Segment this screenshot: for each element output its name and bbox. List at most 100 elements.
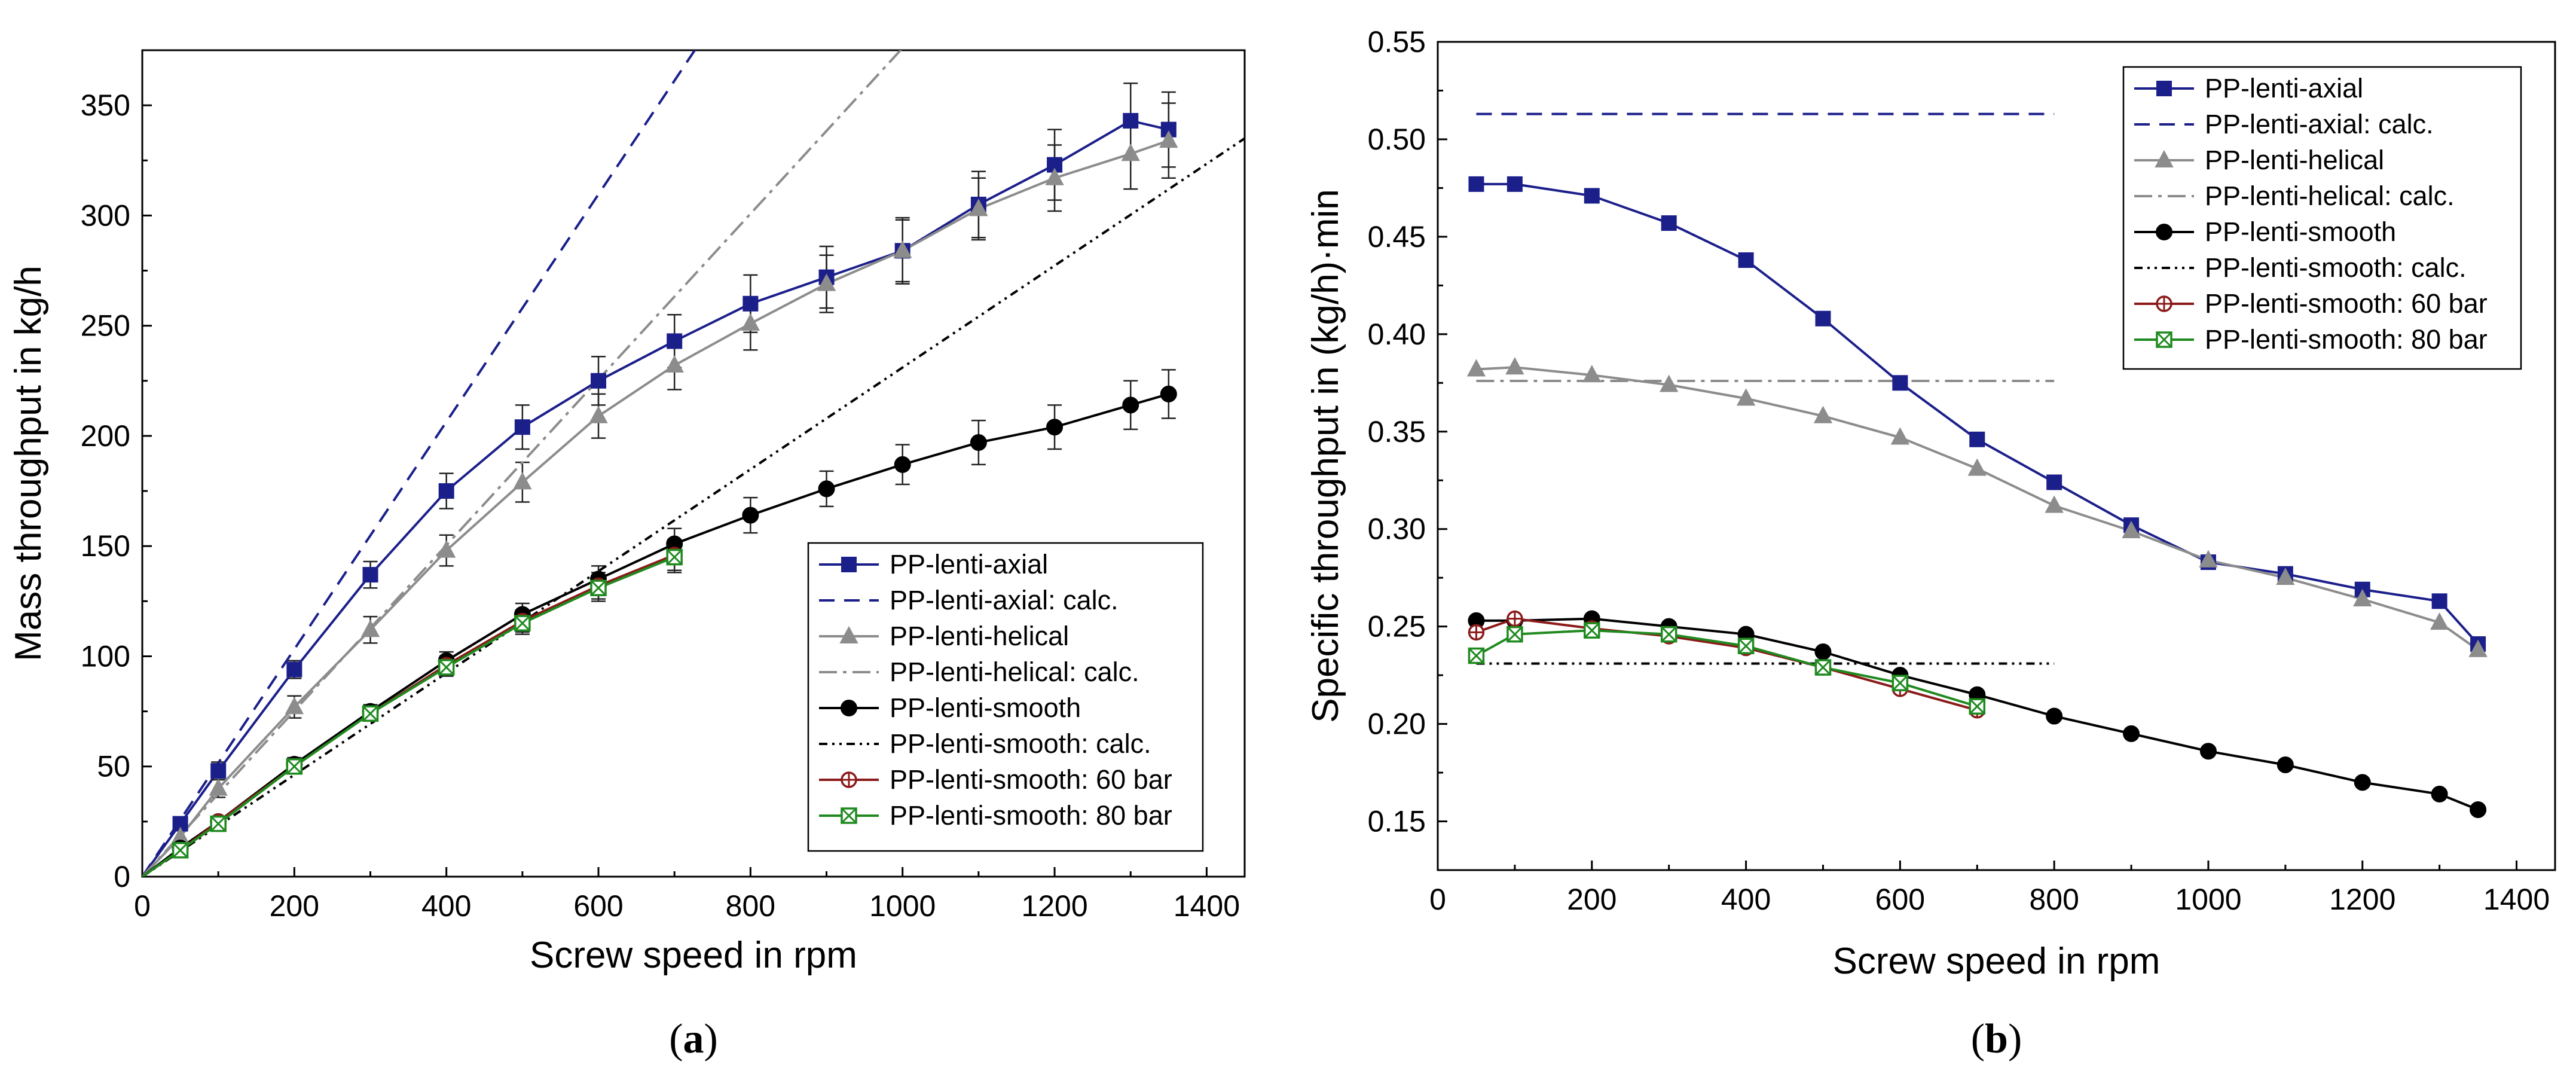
series-pp-lenti-axial-point	[667, 333, 683, 349]
series-pp-lenti-axial-point	[514, 419, 530, 435]
y-tick-label: 0.15	[1368, 805, 1426, 838]
markers-layer	[170, 112, 1178, 859]
legend: PP-lenti-axial PP-lenti-axial: calc. PP-le…	[807, 542, 1204, 852]
legend-label: PP-lenti-smooth: 80 bar	[890, 800, 1172, 831]
y-tick-label: 50	[97, 750, 130, 783]
series-pp-lenti-helical-point	[1505, 357, 1524, 375]
x-tick-label: 400	[1721, 883, 1771, 916]
series-pp-lenti-helical-point	[1121, 144, 1140, 161]
y-tick-label: 100	[81, 639, 130, 673]
series-pp-lenti-smooth-80-bar-point	[210, 815, 227, 832]
series-pp-lenti-smooth-80-bar-line	[1475, 629, 1978, 708]
marker-x-2	[1507, 626, 1523, 642]
legend-marker	[2156, 295, 2172, 312]
series-pp-lenti-helical-point	[437, 540, 456, 558]
series-pp-lenti-helical-point	[741, 313, 760, 331]
series-pp-lenti-smooth-80-bar-point	[1468, 647, 1485, 664]
series-pp-lenti-smooth-point	[894, 456, 911, 473]
x-tick-label: 1000	[2175, 883, 2241, 916]
legend-box	[807, 542, 1204, 852]
series-pp-lenti-smooth-80-bar-point	[1737, 637, 1755, 654]
legend-label: PP-lenti-axial: calc.	[2205, 109, 2434, 139]
legend-entry: PP-lenti-smooth	[819, 692, 1081, 723]
series-pp-lenti-helical-point	[2122, 520, 2141, 538]
marker-x-2	[1584, 623, 1600, 639]
series-pp-lenti-helical-point	[1582, 365, 1602, 383]
marker-x-2	[438, 659, 454, 675]
legend-entry: PP-lenti-smooth: 60 bar	[819, 764, 1172, 795]
legend-label: PP-lenti-axial	[2205, 73, 2363, 103]
x-tick-label: 0	[134, 889, 151, 923]
x-tick-label: 800	[726, 889, 775, 923]
marker-x-2	[286, 758, 302, 774]
legend-label: PP-lenti-helical: calc.	[890, 657, 1139, 687]
marker-x-2	[172, 842, 188, 858]
legend-entry: PP-lenti-helical: calc.	[819, 657, 1139, 687]
series-pp-lenti-axial-point	[742, 295, 759, 312]
legend-label: PP-lenti-smooth: 60 bar	[890, 764, 1172, 795]
series-pp-lenti-smooth-80-bar-point	[1584, 622, 1600, 639]
legend-entry: PP-lenti-helical	[819, 621, 1069, 651]
panel-b-chart: 0 200 400 600 800 1000 1200 1400 0.15 0.20 0.25 0.3…	[1305, 25, 2556, 1062]
y-tick-label: 0.35	[1368, 415, 1426, 449]
caption-letter: b	[1985, 1016, 2008, 1062]
series-pp-lenti-smooth-point	[1046, 419, 1064, 436]
marker-x-2	[210, 816, 227, 832]
y-tick-label: 0.55	[1368, 25, 1426, 59]
legend-entry: PP-lenti-smooth	[2134, 216, 2396, 247]
y-tick-label: 0.30	[1368, 512, 1426, 546]
series-pp-lenti-helical-calc-line	[142, 50, 903, 877]
series-pp-lenti-smooth-80-bar-point	[172, 842, 189, 859]
series-pp-lenti-axial-point	[1892, 375, 1908, 391]
y-tick-label: 350	[81, 89, 130, 122]
series-pp-lenti-helical-point	[1736, 388, 1756, 406]
legend-entry: PP-lenti-smooth: 60 bar	[2134, 288, 2488, 319]
y-axis-label: Specific throughput in (kg/h)·min	[1305, 189, 1346, 723]
series-pp-lenti-helical-point	[589, 405, 608, 423]
marker-x-2	[841, 807, 857, 824]
series-pp-lenti-helical-point	[817, 273, 836, 291]
series-pp-lenti-axial-point	[1123, 112, 1139, 129]
y-tick-label: 0.25	[1368, 610, 1426, 643]
series-pp-lenti-axial-point	[591, 373, 607, 389]
legend-label: PP-lenti-smooth: 60 bar	[2205, 288, 2488, 319]
series-pp-lenti-smooth-80-bar-point	[1660, 626, 1677, 643]
y-tick-label: 0.20	[1368, 707, 1426, 741]
x-tick-label: 200	[270, 889, 319, 923]
legend-label: PP-lenti-smooth: 80 bar	[2205, 324, 2488, 355]
x-tick-label: 1400	[2483, 883, 2550, 916]
legend: PP-lenti-axial PP-lenti-axial: calc. PP-le…	[2122, 66, 2522, 370]
series-pp-lenti-axial-point	[1661, 215, 1677, 231]
marker-x-2	[1969, 698, 1985, 715]
panel-a-chart: 0 200 400 600 800 1000 1200 1400 0 50 100 150 200 250…	[8, 49, 1246, 1062]
series-pp-lenti-smooth-calc-line	[142, 137, 1245, 877]
series-pp-lenti-smooth-point	[2354, 774, 2371, 791]
series-pp-lenti-smooth-point	[2123, 725, 2140, 742]
series-pp-lenti-helical-line	[142, 139, 1169, 877]
legend-entry: PP-lenti-smooth: 80 bar	[819, 800, 1172, 831]
series-pp-lenti-helical-point	[1466, 359, 1486, 377]
marker-x-2	[667, 549, 683, 565]
series-pp-lenti-smooth-60-bar-point	[1468, 624, 1485, 641]
caption-open: (	[669, 1016, 683, 1062]
legend-marker	[2156, 331, 2172, 348]
x-tick-label: 600	[573, 889, 623, 923]
panel-caption: (a)	[669, 1016, 718, 1062]
x-axis-label: Screw speed in rpm	[530, 935, 857, 976]
series-pp-lenti-smooth-80-bar-point	[590, 579, 607, 596]
series-pp-lenti-axial-point	[1815, 310, 1831, 327]
plot-frame	[1437, 41, 2556, 871]
legend-label: PP-lenti-smooth	[890, 692, 1081, 723]
y-tick-label: 200	[81, 419, 130, 453]
legend-label: PP-lenti-smooth	[2205, 216, 2396, 247]
y-tick-label: 250	[81, 309, 130, 343]
series-pp-lenti-smooth-80-bar-point	[1891, 675, 1909, 691]
legend-box	[2122, 66, 2522, 370]
series-pp-lenti-helical-point	[969, 199, 988, 216]
legend-marker	[2156, 81, 2172, 96]
x-tick-label: 0	[1429, 883, 1446, 916]
series-pp-lenti-axial-point	[1468, 176, 1484, 192]
series-pp-lenti-smooth-point	[970, 434, 987, 451]
series-pp-lenti-axial-line	[142, 119, 1169, 877]
legend-marker	[839, 626, 858, 643]
